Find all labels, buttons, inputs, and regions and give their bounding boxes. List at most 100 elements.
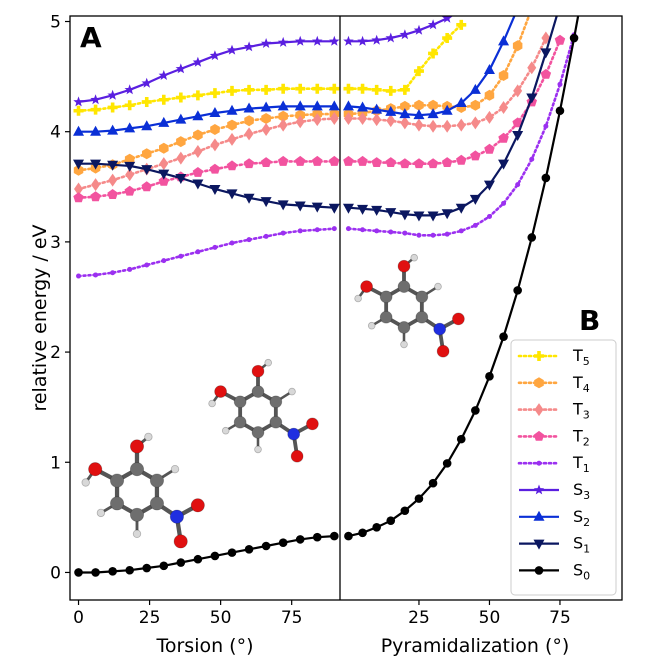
data-point-t3 (176, 151, 186, 165)
carbon-atom (415, 310, 429, 324)
series-line-t1 (347, 33, 576, 237)
data-point-t1 (161, 258, 167, 264)
data-point-s0 (312, 532, 322, 542)
data-point-t1 (93, 272, 99, 278)
data-point-t3 (125, 168, 135, 182)
data-point-s0 (400, 506, 410, 516)
series-s2 (342, 16, 516, 120)
data-point-s2 (124, 122, 136, 133)
data-point-t5 (278, 83, 289, 94)
series-t1 (345, 32, 577, 238)
molecule-illustrations (81, 253, 465, 549)
data-point-t4 (470, 99, 481, 111)
hydrogen-atom (96, 508, 106, 518)
series-s1 (342, 1, 565, 222)
data-point-t5 (399, 84, 410, 95)
carbon-atom (269, 395, 283, 409)
data-point-s0 (541, 173, 551, 183)
data-point-t1 (178, 253, 184, 259)
data-point-s2 (226, 104, 238, 115)
hydrogen-atom (400, 340, 408, 349)
data-point-t2 (192, 167, 204, 177)
legend-item-t2: T2 (517, 426, 590, 448)
legend-marker (534, 403, 544, 417)
data-point-t1 (486, 214, 492, 220)
data-point-t5 (107, 102, 118, 113)
data-point-t2 (209, 163, 221, 174)
series-line-t2 (77, 160, 336, 200)
data-point-t1 (297, 228, 303, 234)
series-line-s3 (78, 40, 335, 103)
data-point-s0 (176, 558, 186, 567)
data-point-t2 (277, 155, 289, 166)
data-point-s0 (513, 286, 522, 295)
data-point-t5 (209, 88, 220, 99)
hydrogen-atom (264, 358, 273, 367)
data-point-t3 (227, 132, 237, 146)
data-point-s2 (399, 108, 411, 119)
data-point-t5 (73, 105, 84, 116)
data-point-t1 (416, 232, 422, 238)
data-point-t4 (295, 109, 305, 121)
series-t1 (76, 226, 337, 279)
oxygen-atom (306, 417, 319, 431)
data-point-t3 (513, 84, 523, 98)
y-tick-label: 3 (50, 233, 61, 253)
oxygen-atom (360, 280, 373, 293)
nitrogen-atom (287, 427, 301, 441)
hydrogen-atom (144, 432, 153, 442)
y-tick-label: 1 (50, 453, 61, 473)
data-point-s0 (330, 531, 339, 541)
legend-item-t5: T5 (517, 346, 590, 368)
data-point-t1 (110, 270, 116, 276)
data-point-s1 (385, 208, 397, 219)
molecule-twisted (208, 358, 319, 463)
data-point-t1 (388, 229, 394, 235)
data-point-t2 (512, 117, 523, 128)
legend-label: S3 (573, 480, 590, 502)
data-point-t4 (512, 40, 523, 52)
data-point-t2 (470, 150, 481, 161)
data-point-s0 (471, 406, 480, 415)
legend-marker (536, 460, 542, 466)
data-point-t2 (385, 157, 396, 167)
data-point-s3 (209, 50, 221, 61)
data-point-t3 (358, 111, 368, 125)
carbon-atom (149, 473, 165, 488)
data-point-s3 (312, 35, 323, 46)
hydrogen-atom (208, 399, 216, 408)
data-point-s2 (498, 35, 510, 46)
data-point-t3 (295, 115, 305, 129)
data-point-t5 (192, 90, 203, 101)
data-point-t5 (175, 92, 186, 103)
data-point-s2 (427, 108, 439, 119)
data-point-s1 (158, 169, 170, 180)
data-point-t1 (501, 200, 507, 206)
legend-label: T5 (572, 346, 590, 368)
y-tick-label: 2 (50, 343, 61, 363)
data-point-s2 (243, 102, 255, 113)
legend-label: T1 (572, 453, 590, 475)
data-point-s1 (554, 1, 565, 11)
data-point-t4 (527, 3, 537, 14)
series-line-s2 (78, 105, 335, 133)
data-point-t1 (515, 182, 521, 188)
data-point-t1 (229, 240, 235, 246)
plot-frame (69, 15, 623, 601)
series-s0 (74, 531, 339, 577)
series-layer (73, 1, 580, 577)
data-point-t5 (227, 85, 237, 96)
data-point-t1 (144, 262, 150, 268)
data-point-t1 (263, 233, 269, 239)
carbon-atom (251, 426, 265, 439)
data-point-t4 (227, 119, 237, 131)
legend-marker (534, 377, 544, 389)
data-point-s3 (260, 38, 272, 48)
data-point-s0 (372, 522, 381, 532)
data-point-s0 (125, 565, 134, 575)
data-point-s3 (427, 19, 439, 30)
carbon-atom (233, 395, 247, 409)
data-point-s3 (226, 44, 238, 55)
data-point-t3 (278, 118, 288, 132)
